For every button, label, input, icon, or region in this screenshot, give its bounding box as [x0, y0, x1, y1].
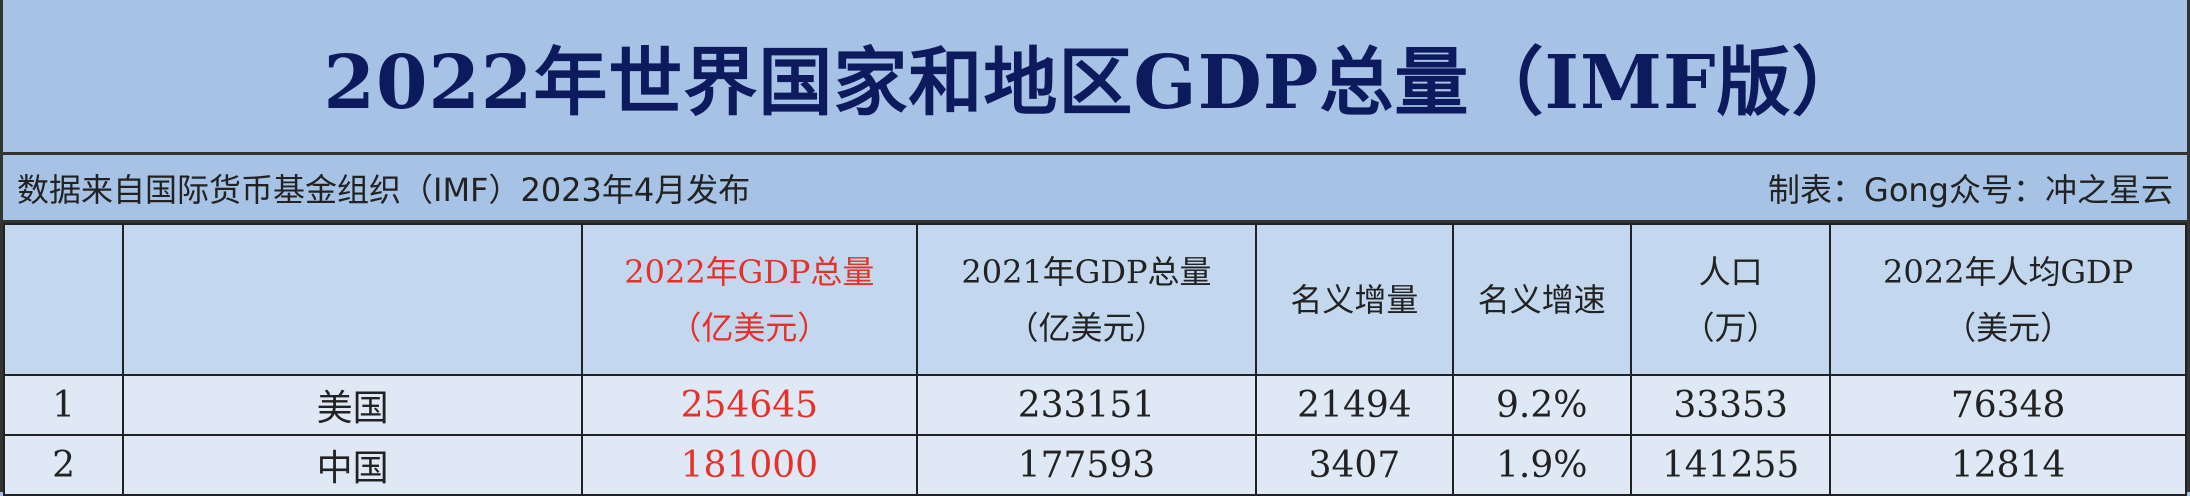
- header-line: 2021年GDP总量: [961, 252, 1212, 291]
- rank: 1: [2, 374, 125, 436]
- header-unit: （万）: [1682, 308, 1779, 347]
- gdp-2021: 177593: [915, 434, 1258, 496]
- header-country: [122, 223, 584, 376]
- subtitle-row: 数据来自国际货币基金组织（IMF）2023年4月发布 制表：Gong众号：冲之星…: [3, 155, 2187, 223]
- gdp-per-capita: 76348: [1829, 374, 2187, 436]
- header-line: 2022年GDP总量: [624, 252, 875, 291]
- country: 中国: [122, 434, 584, 496]
- author-note: 制表：Gong众号：冲之星云: [1768, 170, 2173, 209]
- header-rank: [2, 223, 125, 376]
- nominal-increase: 21494: [1255, 374, 1454, 436]
- nominal-growth: 1.9%: [1451, 434, 1632, 496]
- gdp-2022: 254645: [581, 374, 918, 436]
- header-unit: （亿美元）: [1006, 308, 1167, 347]
- rank: 2: [2, 434, 125, 496]
- header-nominal-increase: 名义增量: [1255, 223, 1454, 376]
- gdp-table: 2022年GDP总量 （亿美元） 2021年GDP总量 （亿美元） 名义增量 名义增…: [2, 223, 2187, 496]
- header-unit: （美元）: [1944, 308, 2073, 347]
- header-gdp-2021: 2021年GDP总量 （亿美元）: [915, 223, 1258, 376]
- gdp-2022: 181000: [581, 434, 918, 496]
- nominal-increase: 3407: [1255, 434, 1454, 496]
- population: 141255: [1629, 434, 1832, 496]
- header-gdp-2022: 2022年GDP总量 （亿美元）: [581, 223, 918, 376]
- header-line: 人口: [1698, 252, 1763, 291]
- page-title: 2022年世界国家和地区GDP总量（IMF版）: [3, 0, 2187, 155]
- gdp-2021: 233151: [915, 374, 1258, 436]
- header-population: 人口 （万）: [1629, 223, 1832, 376]
- table-row: 2 中国 181000 177593 3407 1.9% 141255 1281…: [2, 434, 2187, 496]
- header-gdp-per-capita: 2022年人均GDP （美元）: [1829, 223, 2187, 376]
- source-note: 数据来自国际货币基金组织（IMF）2023年4月发布: [17, 170, 751, 209]
- gdp-per-capita: 12814: [1829, 434, 2187, 496]
- population: 33353: [1629, 374, 1832, 436]
- nominal-growth: 9.2%: [1451, 374, 1632, 436]
- header-unit: （亿美元）: [669, 308, 830, 347]
- country: 美国: [122, 374, 584, 436]
- header-line: 2022年人均GDP: [1883, 252, 2134, 291]
- header-row: 2022年GDP总量 （亿美元） 2021年GDP总量 （亿美元） 名义增量 名义增…: [2, 223, 2187, 376]
- header-nominal-growth: 名义增速: [1451, 223, 1632, 376]
- table-row: 1 美国 254645 233151 21494 9.2% 33353 7634…: [2, 374, 2187, 436]
